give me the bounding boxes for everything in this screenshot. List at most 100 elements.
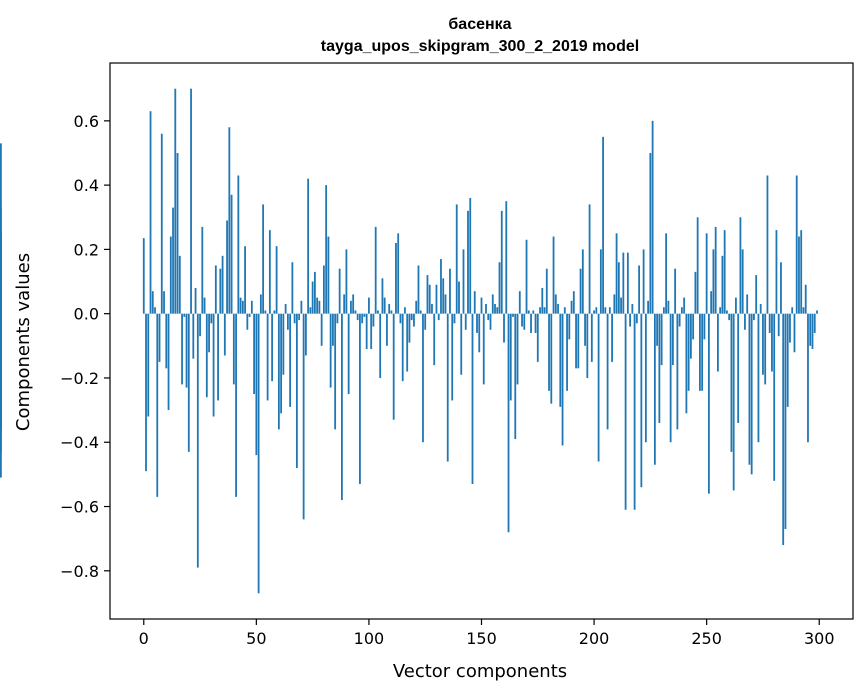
bar <box>253 313 255 395</box>
bar <box>494 304 496 314</box>
bar <box>345 249 348 314</box>
bar <box>784 313 787 530</box>
bar <box>595 307 598 314</box>
bar <box>532 310 535 314</box>
x-tick-label: 300 <box>804 629 835 648</box>
bar <box>674 268 677 314</box>
bar <box>748 313 751 465</box>
bar <box>178 255 181 314</box>
bar <box>683 297 686 314</box>
bar <box>347 313 350 395</box>
bar <box>489 313 492 330</box>
bar <box>577 313 580 369</box>
bar <box>295 313 298 468</box>
bar <box>338 268 341 314</box>
bar <box>642 249 645 314</box>
bar <box>545 268 548 314</box>
bar <box>721 255 724 314</box>
bar <box>428 284 431 314</box>
bar <box>455 204 458 314</box>
bar <box>606 313 609 430</box>
bar <box>503 313 505 343</box>
bar <box>199 313 201 337</box>
bar <box>460 313 463 375</box>
bar <box>212 313 215 417</box>
bar <box>167 313 170 411</box>
bar <box>798 236 800 314</box>
bar <box>149 111 152 314</box>
bar <box>813 313 816 333</box>
bar <box>478 313 481 353</box>
bar <box>624 313 627 510</box>
bar <box>723 230 726 314</box>
bar <box>160 133 163 314</box>
bar <box>458 281 460 314</box>
bar <box>507 313 510 533</box>
bar <box>633 313 636 510</box>
bar <box>271 313 274 382</box>
y-axis-ticks: −0.8 −0.6 −0.4 −0.2 0.0 0.2 0.4 0.6 <box>60 112 110 581</box>
bar <box>644 313 647 443</box>
bar <box>259 294 262 314</box>
bar <box>804 284 807 314</box>
bar <box>419 310 422 314</box>
bar <box>313 271 316 314</box>
bar <box>516 313 519 385</box>
bar <box>737 313 740 423</box>
bar <box>214 265 217 314</box>
bar <box>194 287 197 314</box>
bar <box>320 313 323 346</box>
bar <box>777 313 780 337</box>
bar <box>626 252 629 314</box>
chart-title: басенка <box>448 16 511 33</box>
bar <box>250 300 253 314</box>
bar <box>608 307 611 314</box>
bar <box>187 313 190 452</box>
x-tick-label: 100 <box>354 629 385 648</box>
bar <box>548 313 550 391</box>
bar <box>239 297 242 314</box>
bar <box>572 291 575 314</box>
bar <box>793 313 796 353</box>
bar <box>0 233 2 314</box>
bar <box>291 262 294 314</box>
bar <box>316 297 319 314</box>
bar <box>726 310 728 314</box>
bar <box>525 239 528 314</box>
y-tick-label: 0.4 <box>74 176 99 195</box>
bar <box>449 268 451 314</box>
bar <box>266 313 269 401</box>
bar <box>386 313 388 346</box>
bar <box>275 246 278 314</box>
bar <box>692 313 695 340</box>
bar <box>377 310 379 314</box>
bar <box>228 127 231 314</box>
bar <box>782 313 785 546</box>
bar <box>701 313 704 391</box>
bar <box>620 297 622 314</box>
bar <box>365 313 368 350</box>
bar <box>660 313 663 366</box>
x-tick-label: 150 <box>466 629 497 648</box>
bar <box>426 275 429 314</box>
bar <box>534 313 537 333</box>
bar <box>341 313 343 501</box>
bar <box>444 294 447 314</box>
bar <box>383 297 386 314</box>
bar <box>334 313 337 430</box>
bar <box>563 307 566 314</box>
bar <box>647 300 650 314</box>
bar <box>552 236 555 314</box>
bar <box>811 313 814 350</box>
bar <box>469 197 472 314</box>
bar <box>311 281 314 314</box>
bar <box>750 313 753 475</box>
bar <box>665 233 668 314</box>
bar <box>356 313 359 321</box>
bar <box>359 313 361 485</box>
bar <box>559 313 562 407</box>
bar <box>539 307 541 314</box>
bar <box>145 313 147 472</box>
y-tick-label: −0.2 <box>60 369 99 388</box>
